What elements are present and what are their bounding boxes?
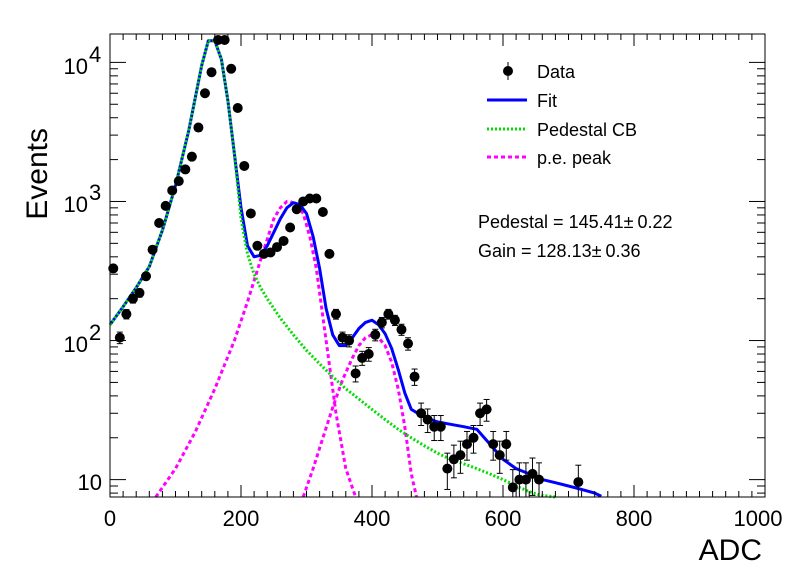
series-line-fit [108,39,602,498]
y-tick-label-1e4: 10 [64,54,88,79]
annotation-gain-value: Gain = 128.13 [478,241,592,261]
data-point [141,271,152,282]
x-tick-label-0: 0 [104,506,116,531]
annotation-pedestal: Pedestal = 145.41± 0.22 [478,212,673,232]
data-point [416,408,427,419]
x-axis-title: ADC [699,534,762,567]
data-point [468,432,479,443]
data-point [403,338,414,349]
axis-ticks [109,34,766,497]
x-tick-label-4: 800 [616,506,653,531]
x-tick-label-3: 600 [485,506,522,531]
annotation-gain: Gain = 128.13± 0.36 [478,241,641,261]
y-tick-exp-1e3: 3 [89,180,101,205]
data-point [488,439,499,450]
data-point [199,88,210,99]
data-point [481,404,492,415]
data-point [350,368,361,379]
data-point [173,176,184,187]
data-point [520,474,531,485]
series-line-p-e-peak-2 [301,333,418,498]
data-point [245,208,256,219]
data-point [127,293,138,304]
data-point [160,200,171,211]
data-point [134,287,145,298]
data-point [534,474,545,485]
data-point [239,160,250,171]
data-point [226,63,237,74]
data-point [186,151,197,162]
data-point [501,439,512,450]
annotation-gain-pm: ± [592,241,602,261]
series-line-p-e-peak [154,200,358,498]
x-tick-label-1: 200 [223,506,260,531]
annotation-pedestal-err: 0.22 [638,212,673,232]
data-point [330,309,341,320]
series-line-pedestal-cb [108,39,556,499]
data-point [285,222,296,233]
data-point [180,164,191,175]
annotation-pedestal-value: Pedestal = 145.41 [478,212,624,232]
data-point [396,324,407,335]
data-point [461,439,472,450]
data-point [121,309,132,320]
legend-label-pedestal: Pedestal CB [537,120,637,140]
data-point [114,332,125,343]
annotation-gain-err: 0.36 [605,241,640,261]
data-point [147,244,158,255]
data-point [383,309,394,320]
data-point [422,414,433,425]
data-point [573,477,584,488]
data-point [507,482,518,493]
data-point [167,185,178,196]
data-point [409,371,420,382]
data-point [435,421,446,432]
y-tick-label-1e1: 10 [78,470,102,495]
legend-label-data: Data [537,62,576,82]
legend-label-fit: Fit [537,91,557,111]
data-point [219,34,230,45]
data-point [272,242,283,253]
data-point [193,122,204,133]
data-point [154,218,165,229]
data-point [376,317,387,328]
legend-marker-data [503,62,513,80]
data-point [494,450,505,461]
y-tick-exp-1e4: 4 [89,42,101,67]
data-point [370,329,381,340]
legend: Data Fit Pedestal CB p.e. peak [487,62,637,168]
y-axis-title: Events [21,128,54,220]
data-point [311,193,322,204]
y-tick-label-1e3: 10 [64,192,88,217]
legend-label-pe-peak: p.e. peak [537,148,612,168]
chart-series-layer [108,34,602,499]
data-point [232,102,243,113]
y-tick-label-1e2: 10 [64,332,88,357]
data-point [389,315,400,326]
data-point [363,349,374,360]
annotation-pedestal-pm: ± [624,212,634,232]
data-point [317,206,328,217]
data-point [324,248,335,259]
data-point [455,450,466,461]
data-point [291,204,302,215]
data-point [527,468,538,479]
data-point [108,263,119,274]
x-tick-label-2: 400 [354,506,391,531]
data-point [344,335,355,346]
data-point [252,240,263,251]
x-tick-label-5: 1000 [734,506,783,531]
y-tick-exp-1e2: 2 [89,320,101,345]
data-point [206,67,217,78]
data-point [442,463,453,474]
data-point [278,235,289,246]
